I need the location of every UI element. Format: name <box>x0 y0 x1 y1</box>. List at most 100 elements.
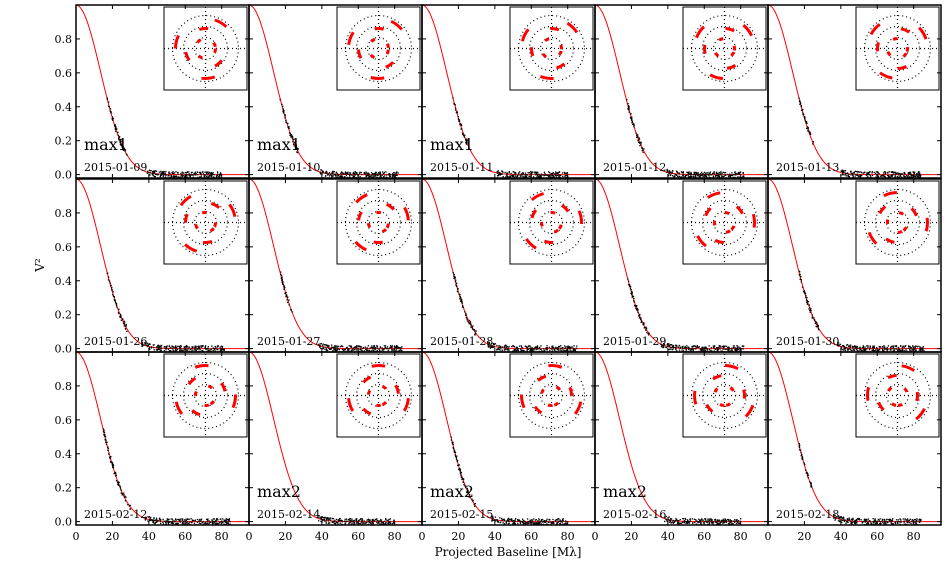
uv-track <box>525 238 537 250</box>
data-point <box>120 489 122 492</box>
data-point <box>465 140 467 142</box>
data-point <box>175 523 177 525</box>
data-point <box>190 518 192 520</box>
data-point <box>348 522 350 524</box>
data-point <box>393 522 395 524</box>
data-point <box>207 346 209 348</box>
uv-track <box>879 71 893 80</box>
data-point <box>215 176 218 178</box>
data-point <box>634 305 636 308</box>
data-point <box>220 349 222 351</box>
data-point <box>323 518 326 520</box>
data-point <box>501 349 504 351</box>
data-point <box>194 347 196 349</box>
data-point <box>538 346 541 348</box>
data-point <box>562 349 564 351</box>
data-point <box>853 520 855 522</box>
data-point <box>689 347 691 350</box>
data-point <box>501 170 504 173</box>
data-point <box>463 478 465 480</box>
data-point <box>371 174 373 176</box>
data-point <box>468 319 471 322</box>
data-point <box>807 477 809 479</box>
data-point <box>686 345 688 347</box>
data-point <box>877 350 880 352</box>
data-point <box>356 172 358 174</box>
data-point <box>667 344 669 346</box>
data-point <box>150 519 153 521</box>
data-point <box>355 349 358 351</box>
data-point <box>513 350 516 352</box>
data-point <box>688 173 690 175</box>
data-point <box>520 521 522 523</box>
uv-track <box>174 34 180 49</box>
data-point <box>186 171 189 173</box>
data-point <box>322 170 324 172</box>
data-point <box>548 176 550 178</box>
data-point <box>157 520 160 522</box>
data-point <box>455 455 457 457</box>
data-point <box>142 345 144 347</box>
data-point <box>185 345 187 347</box>
data-point <box>800 104 802 107</box>
data-point <box>112 466 115 468</box>
data-point <box>815 325 817 328</box>
uv-track <box>213 222 217 228</box>
data-point <box>729 520 731 522</box>
data-point <box>103 435 106 437</box>
data-point <box>156 346 158 348</box>
data-point <box>667 175 670 177</box>
data-point <box>516 347 518 349</box>
data-point <box>498 348 501 350</box>
data-point <box>507 523 509 525</box>
data-point <box>539 348 542 351</box>
data-point <box>389 518 392 520</box>
data-point <box>289 134 291 137</box>
data-point <box>187 348 190 350</box>
data-point <box>684 176 687 178</box>
data-point <box>322 171 324 173</box>
data-point <box>708 345 710 347</box>
data-point <box>171 521 173 524</box>
data-point <box>684 175 686 178</box>
data-point <box>631 117 633 119</box>
data-point <box>818 329 820 331</box>
data-point <box>556 347 559 349</box>
data-point <box>496 175 499 177</box>
uv-track <box>209 400 216 406</box>
data-point <box>220 173 222 175</box>
data-point <box>463 136 466 138</box>
data-point <box>722 520 725 522</box>
data-point <box>863 520 865 522</box>
uv-track <box>559 44 564 50</box>
uv-track <box>212 41 217 48</box>
data-point <box>220 345 223 347</box>
data-point <box>714 175 717 177</box>
data-point <box>109 108 112 110</box>
data-point <box>809 133 812 135</box>
data-point <box>119 316 122 318</box>
data-point <box>838 516 841 518</box>
data-point <box>169 521 172 523</box>
data-point <box>153 517 155 519</box>
data-point <box>517 522 519 525</box>
data-point <box>345 172 347 174</box>
uv-track <box>194 390 198 396</box>
data-point <box>112 295 115 297</box>
data-point <box>738 176 740 178</box>
data-point <box>556 174 559 177</box>
data-point <box>153 522 155 524</box>
data-point <box>285 122 288 124</box>
data-point <box>677 346 679 348</box>
data-point <box>675 347 677 349</box>
data-point <box>181 519 184 521</box>
data-point <box>907 347 910 349</box>
data-point <box>363 350 366 352</box>
epoch-label: max1 <box>257 135 301 154</box>
data-point <box>846 172 848 175</box>
data-point <box>116 481 119 484</box>
data-point <box>499 172 502 174</box>
data-point <box>512 175 515 178</box>
data-point <box>903 520 905 522</box>
data-point <box>319 171 321 173</box>
